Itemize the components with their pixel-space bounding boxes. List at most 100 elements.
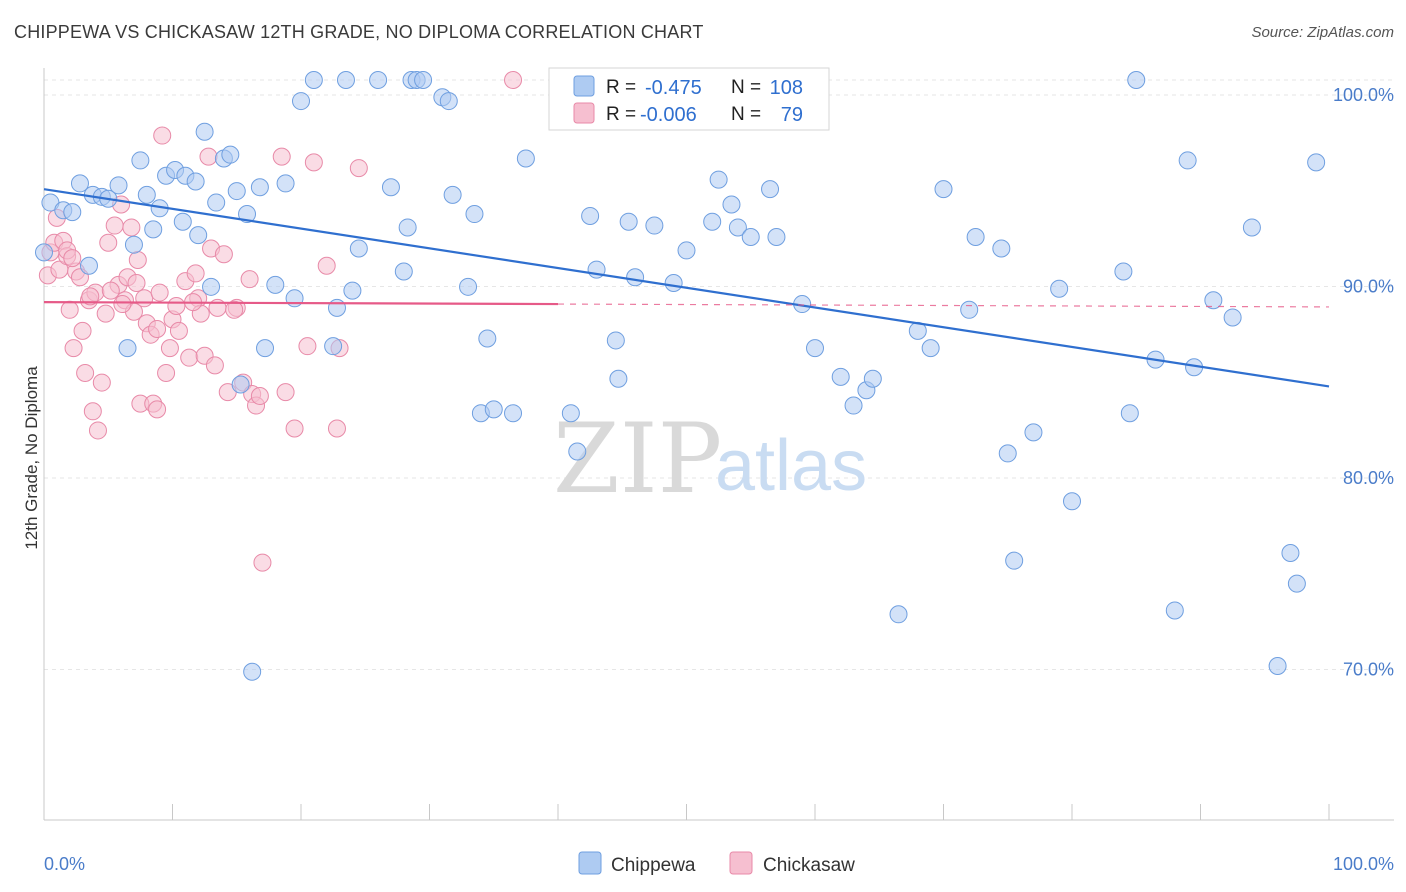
chickasaw-point (101, 281, 120, 300)
chippewa-point (478, 329, 497, 348)
chickasaw-point (157, 363, 176, 382)
chippewa-point (186, 172, 205, 191)
chippewa-point (606, 331, 625, 350)
chippewa-point (285, 289, 304, 308)
chippewa-point (144, 220, 163, 239)
chippewa-point (992, 239, 1011, 258)
chippewa-point (767, 228, 786, 247)
chippewa-point (831, 367, 850, 386)
chippewa-point (806, 339, 824, 358)
chickasaw-point (150, 283, 169, 302)
chickasaw-point (122, 218, 141, 237)
chippewa-point (343, 281, 362, 300)
x-tick-label-max: 100.0% (1333, 854, 1394, 874)
chickasaw-point (64, 339, 83, 358)
chickasaw-point (105, 216, 124, 235)
chickasaw-point (225, 300, 244, 319)
chickasaw-point (83, 402, 102, 421)
chickasaw-trend-line (43, 301, 559, 306)
legend-n-value-2: 79 (781, 104, 803, 126)
y-tick-label: 70.0% (1343, 660, 1394, 680)
chippewa-point (1005, 551, 1024, 570)
chippewa-point (227, 182, 246, 201)
chippewa-point (1223, 308, 1242, 327)
chickasaw-point (73, 321, 92, 340)
chickasaw-point (504, 71, 523, 89)
chippewa-point (327, 298, 346, 317)
chippewa-point (1165, 601, 1184, 620)
chippewa-point (1050, 279, 1069, 298)
chickasaw-point (88, 421, 107, 440)
chippewa-point (439, 92, 458, 111)
chippewa-point (677, 241, 696, 260)
bottom-legend-swatch-chickasaw (729, 851, 753, 875)
chippewa-point (703, 212, 722, 231)
chickasaw-point (99, 233, 118, 252)
chickasaw-point (186, 264, 205, 283)
chart-title: CHIPPEWA VS CHICKASAW 12TH GRADE, NO DIP… (14, 22, 704, 42)
chippewa-point (231, 375, 250, 394)
chippewa-point (276, 174, 295, 193)
chickasaw-point (76, 363, 95, 382)
chippewa-point (1242, 218, 1261, 237)
y-axis-title: 12th Grade, No Diploma (22, 366, 41, 550)
chippewa-point (1204, 291, 1223, 310)
chippewa-point (349, 239, 368, 258)
chippewa-point (256, 339, 275, 358)
y-tick-label: 100.0% (1333, 85, 1394, 105)
chippewa-trend-line (43, 188, 1330, 388)
chippewa-point (889, 605, 908, 624)
chippewa-point (324, 337, 343, 356)
chickasaw-point (148, 319, 167, 338)
trend-lines (43, 188, 1330, 388)
chickasaw-point (199, 147, 218, 166)
chickasaw-point (160, 339, 179, 358)
chippewa-point (336, 71, 355, 89)
y-tick-label: 80.0% (1343, 468, 1394, 488)
chickasaw-point (205, 356, 224, 375)
chippewa-point (398, 218, 417, 237)
chippewa-point (645, 216, 664, 235)
chippewa-point (124, 235, 143, 254)
chickasaw-trend-extension (557, 303, 1330, 308)
chippewa-point (221, 145, 240, 164)
chippewa-point (619, 212, 638, 231)
legend-swatch-chippewa (573, 75, 595, 97)
legend-r-value-1: -0.475 (645, 77, 702, 99)
chippewa-point (1281, 544, 1300, 563)
chippewa-point (1063, 492, 1081, 511)
chippewa-point (844, 396, 863, 415)
chippewa-point (960, 300, 979, 319)
chippewa-point (202, 277, 221, 296)
chippewa-point (459, 277, 478, 296)
chippewa-point (1127, 71, 1146, 89)
source-label: Source: ZipAtlas.com (1251, 24, 1394, 41)
chickasaw-point (250, 386, 269, 405)
x-tick-label-min: 0.0% (44, 854, 85, 874)
chickasaw-point (276, 383, 295, 402)
chippewa-point (137, 185, 156, 204)
bottom-legend-chippewa: Chippewa (611, 855, 696, 876)
chickasaw-point (298, 337, 317, 356)
chippewa-point (243, 662, 262, 681)
chippewa-point (70, 174, 89, 193)
chippewa-point (292, 92, 310, 111)
legend-swatch-chickasaw (573, 102, 595, 124)
chippewa-point (1307, 153, 1326, 172)
chippewa-point (118, 339, 137, 358)
chippewa-point (304, 71, 323, 89)
chippewa-point (369, 71, 388, 89)
legend: R = -0.475 N = 108 R = -0.006 N = 79 (548, 67, 830, 131)
chippewa-point (722, 195, 741, 214)
chippewa-point (250, 178, 269, 197)
chippewa-point (195, 122, 214, 141)
chippewa-point (504, 404, 523, 423)
bottom-legend: Chippewa Chickasaw (578, 851, 855, 876)
chickasaw-point (240, 270, 259, 289)
chickasaw-point (253, 553, 272, 572)
watermark-atlas: atlas (715, 426, 867, 506)
chickasaw-point (180, 348, 199, 367)
y-tick-labels: 70.0% 80.0% 90.0% 100.0% (1333, 85, 1394, 680)
chippewa-point (79, 256, 98, 275)
chickasaw-point (327, 419, 346, 438)
